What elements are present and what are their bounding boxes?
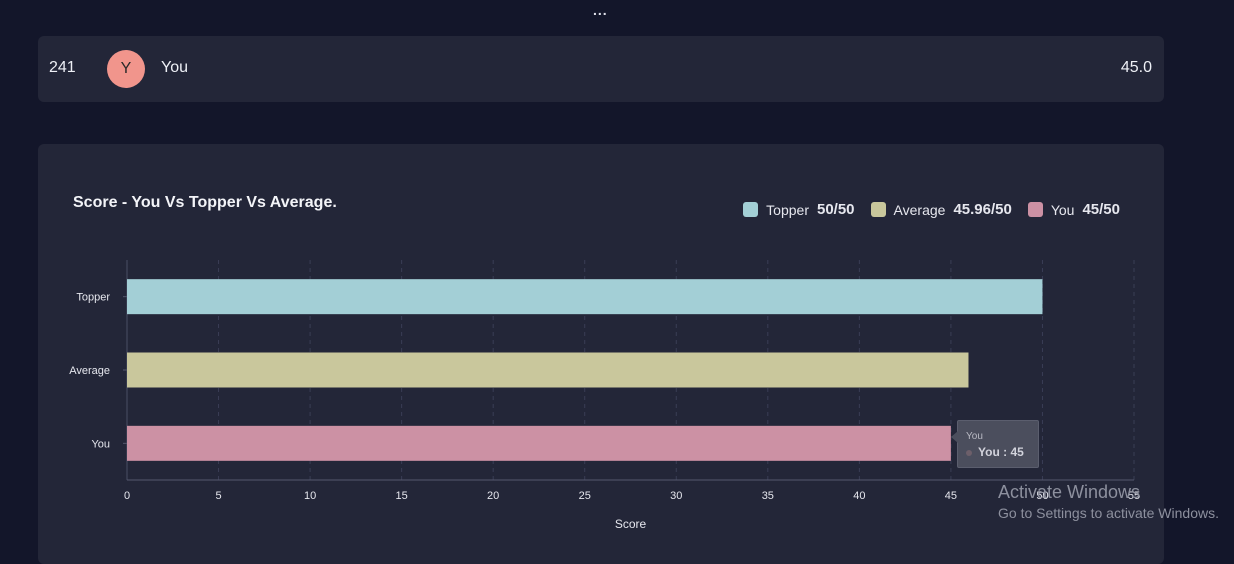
bar-chart-plot: 0 5 10 15 20 25 30 35 40 45 50 55 Score Topper Average… [69, 260, 1140, 531]
tooltip-value: You : 45 [978, 445, 1024, 459]
bar-average [127, 352, 969, 388]
x-tick-label: 20 [487, 490, 499, 502]
x-tick-label: 25 [579, 490, 591, 502]
tooltip-title: You [966, 431, 983, 442]
x-tick-label: 30 [670, 490, 682, 502]
more-ellipsis[interactable]: ... [593, 2, 608, 18]
x-tick-label: 45 [945, 490, 957, 502]
legend-value-topper: 50/50 [816, 201, 855, 218]
y-tick-label: Topper [76, 292, 110, 304]
legend-value-average: 45.96/50 [953, 201, 1012, 218]
x-tick-label: 0 [124, 490, 130, 502]
x-axis-title: Score [615, 517, 647, 531]
legend-item-you[interactable]: You 45/50 [1027, 201, 1120, 218]
rank-number: 241 [49, 59, 76, 76]
tooltip-dot [966, 449, 972, 456]
legend-label-average: Average [893, 201, 946, 218]
chart-title: Score - You Vs Topper Vs Average. [73, 194, 337, 211]
activate-windows-watermark: Activate Windows Go to Settings to activ… [998, 482, 1219, 521]
legend-label-topper: Topper [766, 201, 809, 218]
legend-swatch-topper [743, 202, 759, 217]
y-tick-label: Average [69, 365, 110, 377]
tooltip-text: You : 45 [966, 445, 1024, 459]
legend-swatch-you [1027, 202, 1043, 217]
chart-legend: Topper 50/50 Average 45.96/50 You 45/50 [743, 201, 1120, 218]
user-score: 45.0 [1120, 59, 1152, 76]
x-tick-label: 50 [1036, 490, 1048, 502]
leaderboard-row: 241 Y You 45.0 [38, 36, 1164, 102]
x-tick-label: 55 [1128, 490, 1140, 502]
user-name: You [161, 59, 188, 76]
x-tick-label: 40 [853, 490, 865, 502]
watermark-subtitle: Go to Settings to activate Windows. [998, 505, 1219, 521]
legend-item-topper[interactable]: Topper 50/50 [743, 201, 855, 218]
x-tick-label: 35 [762, 490, 774, 502]
x-tick-label: 15 [396, 490, 408, 502]
bar-you [127, 425, 951, 461]
legend-label-you: You [1050, 201, 1075, 218]
bar-tooltip: You You : 45 [951, 420, 1039, 468]
x-tick-label: 5 [215, 490, 221, 502]
legend-value-you: 45/50 [1082, 201, 1120, 218]
avatar: Y [107, 50, 145, 88]
legend-item-average[interactable]: Average 45.96/50 [870, 201, 1012, 218]
watermark-title: Activate Windows [998, 482, 1141, 502]
bar-topper [127, 279, 1043, 315]
legend-swatch-average [870, 202, 886, 217]
x-tick-label: 10 [304, 490, 316, 502]
y-tick-label: You [91, 438, 110, 450]
